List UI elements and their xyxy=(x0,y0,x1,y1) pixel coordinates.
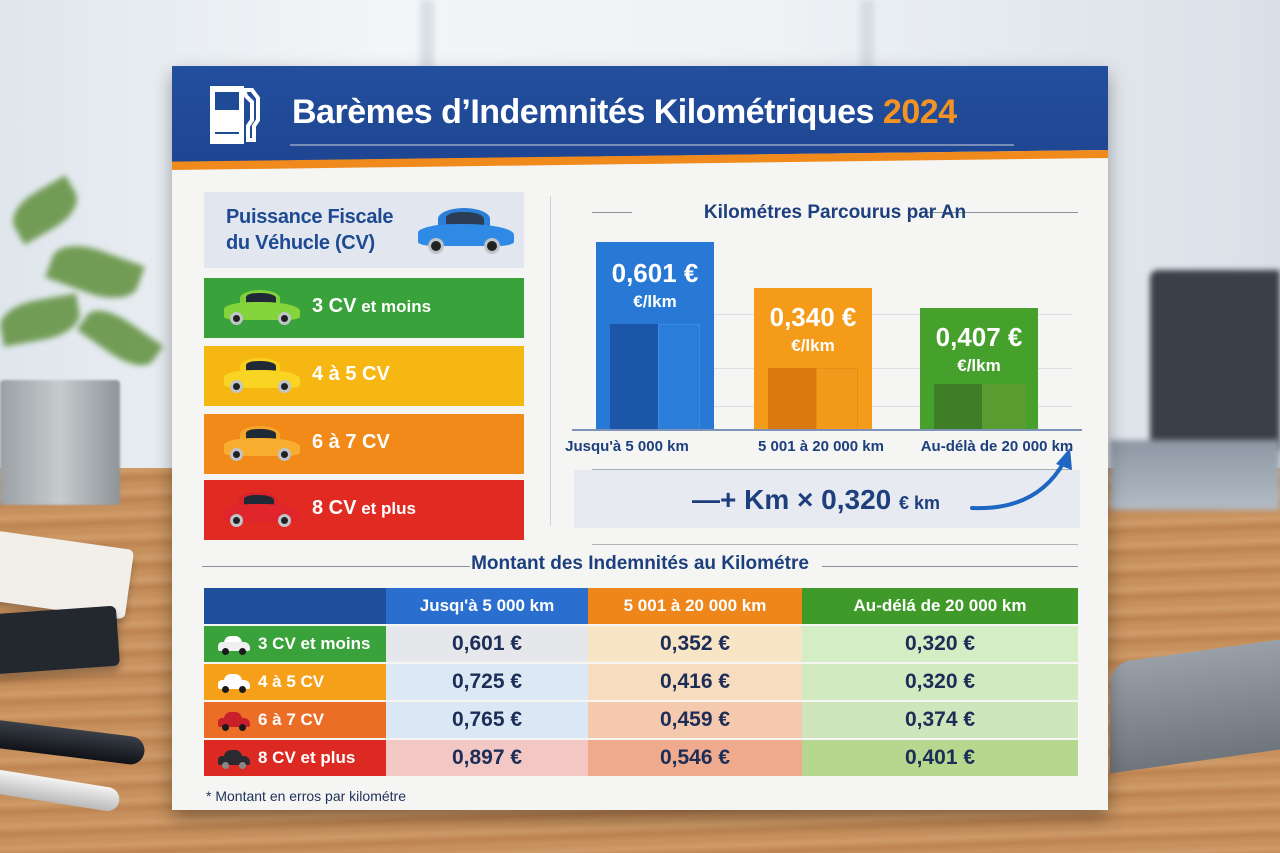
table-row-header: 4 à 5 CV xyxy=(204,664,386,700)
cv-panel-title: Puissance Fiscale du Véhucle (CV) xyxy=(226,206,394,254)
cv-row-3cv: 3 CV et moins xyxy=(204,278,524,338)
bar-up-to-5000km: 0,601 € €/lkm xyxy=(596,242,714,430)
table-cell: 0,546 € xyxy=(588,740,802,776)
cv-row-label: 4 à 5 CV xyxy=(312,363,390,385)
curved-arrow-icon xyxy=(970,448,1072,511)
table-row-header: 8 CV et plus xyxy=(204,740,386,776)
table-cell: 0,897 € xyxy=(386,740,588,776)
car-icon xyxy=(218,673,250,693)
bar-unit-label: €/lkm xyxy=(791,336,835,355)
table-cell: 0,459 € xyxy=(588,702,802,738)
plant-pot xyxy=(0,380,120,505)
bar-shade xyxy=(658,324,700,430)
cv-row-label: 6 à 7 CV xyxy=(312,431,390,453)
orange-car-icon xyxy=(222,426,302,464)
x-axis-label: Jusqu'à 5 000 km xyxy=(565,438,689,455)
formula-box: —+ Km × 0,320 € km xyxy=(574,470,1080,528)
formula-text: —+ Km × 0,320 € km xyxy=(692,484,941,515)
footnote: * Montant en erros par kilométre xyxy=(206,788,406,804)
formula-rule xyxy=(592,469,1072,470)
bar-value-label: 0,340 € xyxy=(769,302,857,332)
bar-shade xyxy=(934,384,982,430)
fuel-pump-icon xyxy=(210,86,260,144)
x-axis-label: Au-délà de 20 000 km xyxy=(920,438,1074,455)
table-row: 4 à 5 CV 0,725 € 0,416 € 0,320 € xyxy=(204,664,1078,700)
table-row: 8 CV et plus 0,897 € 0,546 € 0,401 € xyxy=(204,740,1078,776)
cv-row-label: 3 CV et moins xyxy=(312,295,432,317)
table-header-col-1: Jusqı'à 5 000 km xyxy=(386,588,588,624)
cv-row-6-7cv: 6 à 7 CV xyxy=(204,414,524,474)
table-cell: 0,320 € xyxy=(802,626,1078,662)
car-icon xyxy=(218,711,250,731)
table-cell: 0,416 € xyxy=(588,664,802,700)
table-row: 6 à 7 CV 0,765 € 0,459 € 0,374 € xyxy=(204,702,1078,738)
chart-title: Kilométres Parcourus par An xyxy=(703,202,967,223)
cv-panel-header: Puissance Fiscale du Véhucle (CV) xyxy=(204,192,524,268)
table-cell: 0,374 € xyxy=(802,702,1078,738)
table-title: Montant des Indemnités au Kilométre xyxy=(471,553,809,574)
car-icon xyxy=(218,749,250,769)
laptop-screen xyxy=(1150,270,1280,450)
chart-baseline xyxy=(572,429,1082,431)
table-cell: 0,320 € xyxy=(802,664,1078,700)
cv-row-4-5cv: 4 à 5 CV xyxy=(204,346,524,406)
table-cell: 0,725 € xyxy=(386,664,588,700)
cv-row-8cv: 8 CV et plus xyxy=(204,480,524,540)
bar-unit-label: €/lkm xyxy=(633,292,677,311)
bar-value-label: 0,407 € xyxy=(935,322,1023,352)
bar-shade xyxy=(610,324,658,430)
table-cell: 0,765 € xyxy=(386,702,588,738)
header-banner xyxy=(172,66,1108,162)
table-rule-top xyxy=(592,544,1078,545)
bar-value-label: 0,601 € xyxy=(611,258,699,288)
red-car-icon xyxy=(222,492,302,530)
page-title: Barèmes d’Indemnités Kilométriques 2024 xyxy=(292,93,957,132)
infographic-poster: Barèmes d’Indemnités Kilométriques 2024 … xyxy=(172,66,1108,810)
chart-title-rule-right xyxy=(926,212,1078,213)
laptop-base xyxy=(1110,440,1280,510)
table-cell: 0,401 € xyxy=(802,740,1078,776)
bar-unit-label: €/lkm xyxy=(957,356,1001,375)
car-icon xyxy=(218,635,250,655)
table-row: 3 CV et moins 0,601 € 0,352 € 0,320 € xyxy=(204,626,1078,662)
table-cell: 0,352 € xyxy=(588,626,802,662)
title-underline xyxy=(290,144,1014,146)
notebook-black xyxy=(0,605,120,675)
blue-car-icon xyxy=(416,206,516,256)
bar-chart: 0,601 € €/lkm 0,340 € €/lkm 0,407 € €/lk… xyxy=(586,226,1082,430)
green-car-icon xyxy=(222,290,302,328)
table-row-header: 3 CV et moins xyxy=(204,626,386,662)
table-row-header: 6 à 7 CV xyxy=(204,702,386,738)
bar-over-20000km: 0,407 € €/lkm xyxy=(920,308,1038,430)
table-title-rule-left xyxy=(202,566,470,567)
bar-shade xyxy=(816,368,858,430)
bar-shade xyxy=(982,384,1026,430)
table-header-col-2: 5 001 à 20 000 km xyxy=(588,588,802,624)
cv-row-label: 8 CV et plus xyxy=(312,497,416,519)
table-title-rule-right xyxy=(822,566,1078,567)
table-header-corner xyxy=(204,588,386,624)
x-axis-label: 5 001 à 20 000 km xyxy=(758,438,884,455)
title-year: 2024 xyxy=(882,93,957,131)
title-text: Barèmes d’Indemnités Kilométriques xyxy=(292,93,883,131)
table-header-col-3: Au-délá de 20 000 km xyxy=(802,588,1078,624)
panel-divider xyxy=(550,196,551,526)
bar-shade xyxy=(768,368,816,430)
chart-title-rule-left xyxy=(592,212,632,213)
table-cell: 0,601 € xyxy=(386,626,588,662)
bar-5001-20000km: 0,340 € €/lkm xyxy=(754,288,872,430)
yellow-car-icon xyxy=(222,358,302,396)
table-header-row: Jusqı'à 5 000 km 5 001 à 20 000 km Au-dé… xyxy=(204,588,1078,624)
rates-table: Jusqı'à 5 000 km 5 001 à 20 000 km Au-dé… xyxy=(204,586,1078,778)
